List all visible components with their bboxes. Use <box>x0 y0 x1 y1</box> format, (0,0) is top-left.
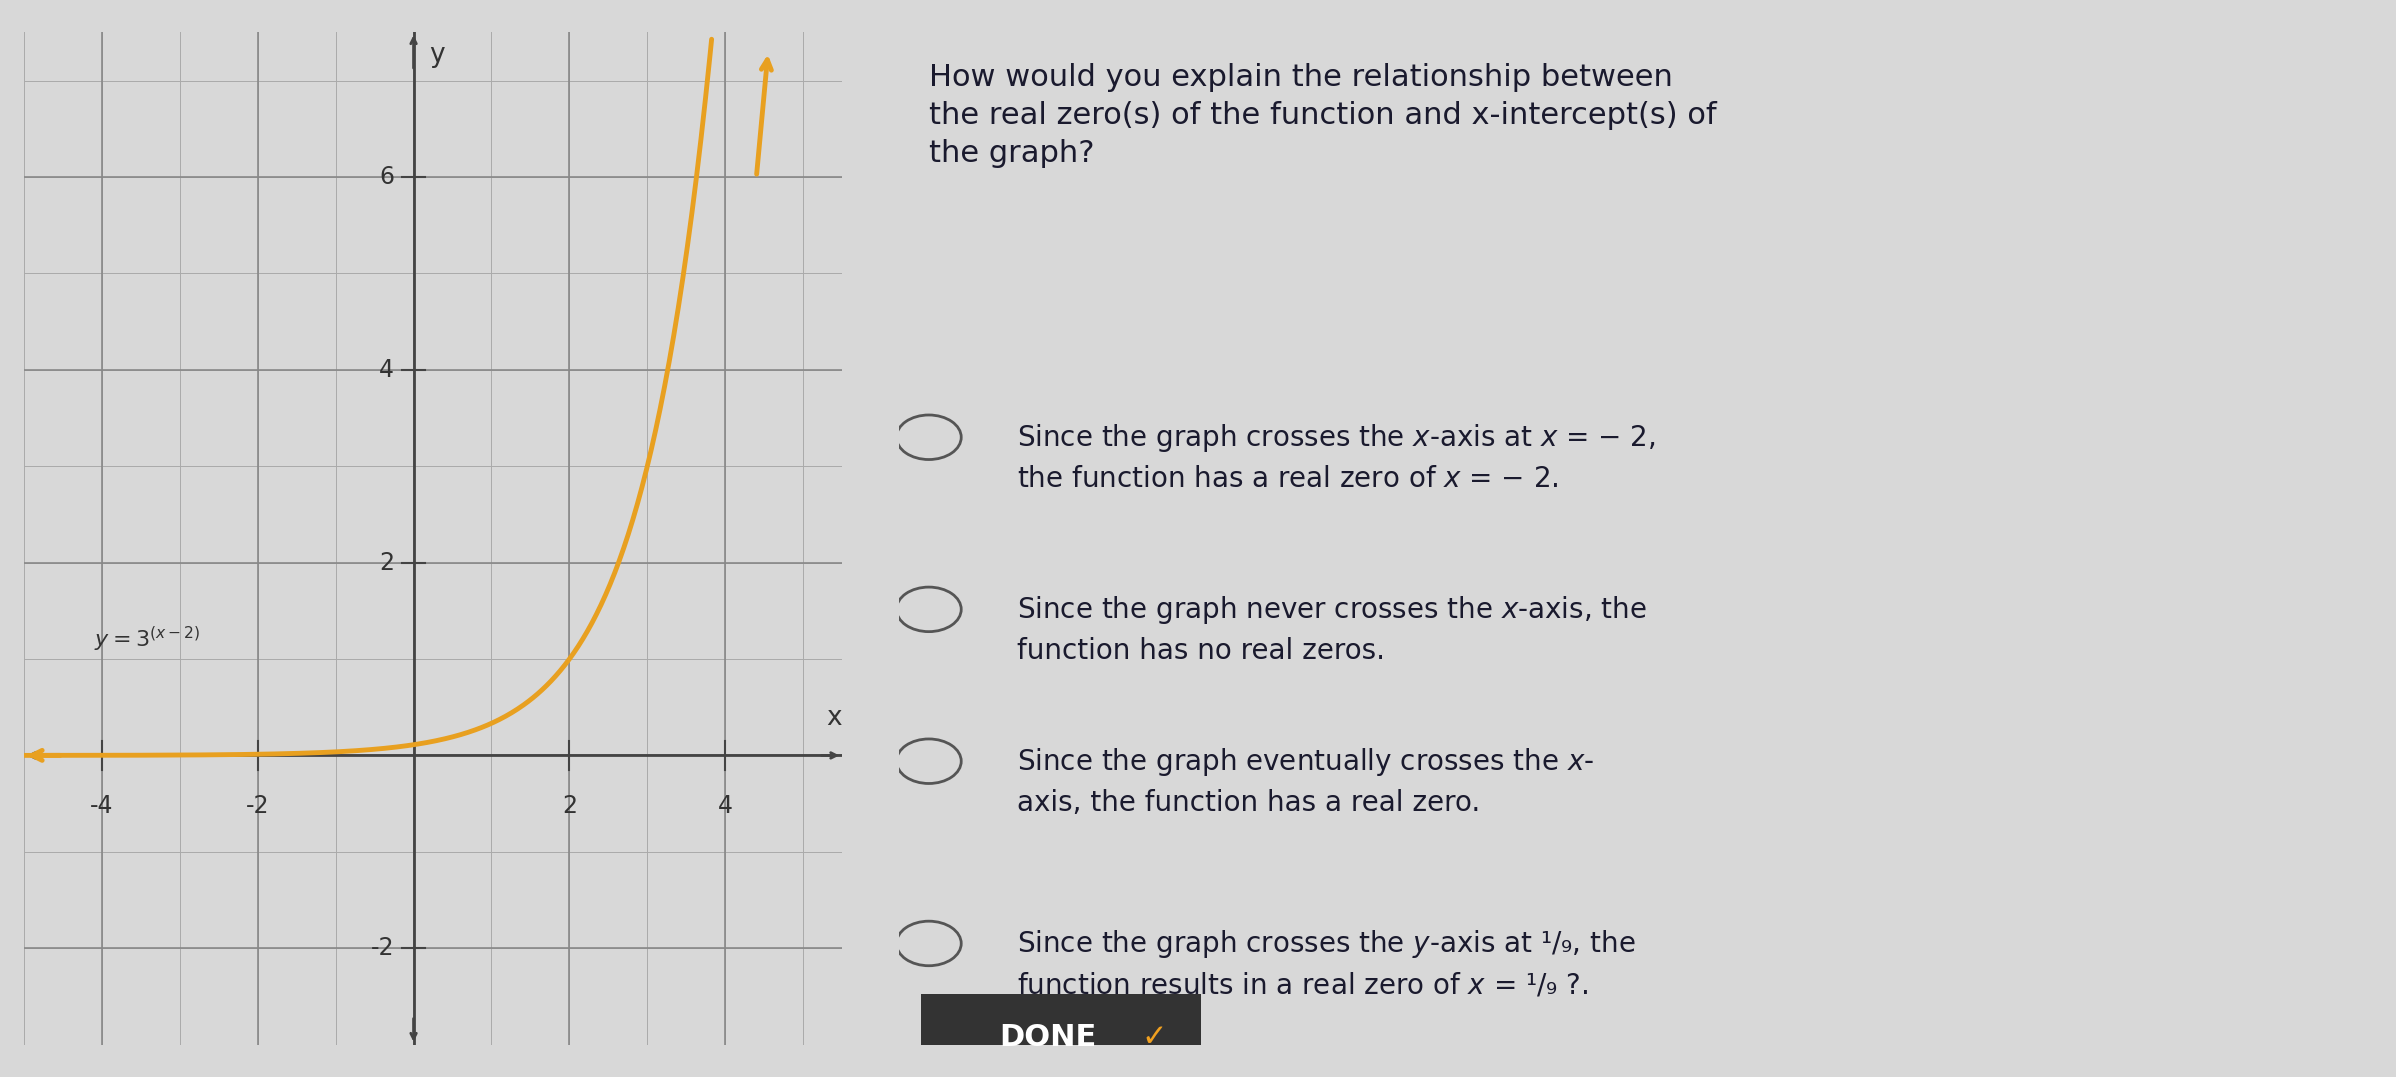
Text: 4: 4 <box>379 358 393 381</box>
Text: x: x <box>827 705 841 731</box>
Text: Since the graph crosses the $x$-axis at $x$ = − 2,
the function has a real zero : Since the graph crosses the $x$-axis at … <box>1018 422 1656 493</box>
Text: 4: 4 <box>719 794 733 819</box>
Text: ✓: ✓ <box>1140 1022 1167 1051</box>
Text: 6: 6 <box>379 165 393 188</box>
Text: $y = 3^{(x-2)}$: $y = 3^{(x-2)}$ <box>93 625 201 655</box>
Text: 2: 2 <box>379 550 393 575</box>
Text: -2: -2 <box>371 936 393 961</box>
Text: y: y <box>429 42 446 68</box>
Text: Since the graph eventually crosses the $x$-
axis, the function has a real zero.: Since the graph eventually crosses the $… <box>1018 746 1593 817</box>
Text: -2: -2 <box>247 794 268 819</box>
Text: How would you explain the relationship between
the real zero(s) of the function : How would you explain the relationship b… <box>930 62 1716 168</box>
Text: -4: -4 <box>91 794 113 819</box>
Text: 2: 2 <box>563 794 577 819</box>
Text: Since the graph never crosses the $x$-axis, the
function has no real zeros.: Since the graph never crosses the $x$-ax… <box>1018 595 1646 666</box>
FancyBboxPatch shape <box>922 994 1200 1077</box>
Text: DONE: DONE <box>999 1022 1097 1051</box>
Text: Since the graph crosses the $y$-axis at ¹/₉, the
function results in a real zero: Since the graph crosses the $y$-axis at … <box>1018 928 1636 999</box>
